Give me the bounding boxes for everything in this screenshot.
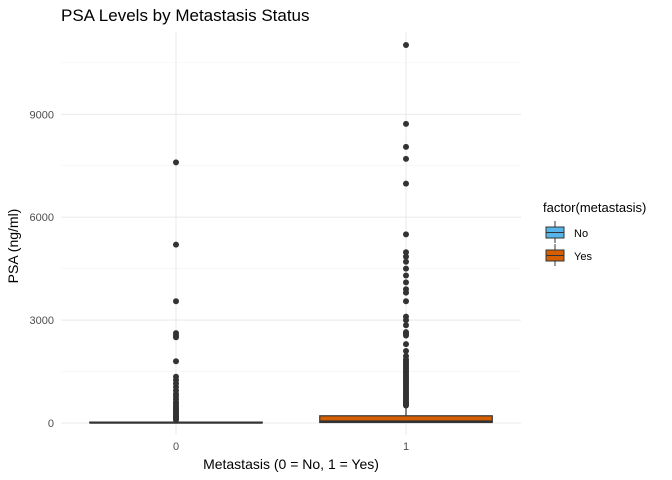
outlier-point [173,358,179,365]
outlier-point [173,416,179,423]
outlier-point [403,180,409,187]
outlier-point [403,298,409,305]
outlier-point [403,272,409,279]
outlier-point [403,253,409,260]
grid [61,32,521,435]
legend-key-yes: Yes [545,244,592,266]
tick-labels: 0 3000 6000 9000 0 1 [30,109,410,453]
outlier-point [403,249,409,256]
outlier-point [173,298,179,305]
legend-label: No [574,228,588,240]
outlier-point [403,155,409,162]
legend-title: factor(metastasis) [543,200,646,215]
legend: factor(metastasis) No Yes [543,200,646,266]
y-tick-label: 6000 [30,212,54,224]
outlier-point [403,322,409,329]
boxplot-yes [319,42,493,424]
y-tick-label: 0 [48,418,54,430]
outlier-point [403,347,409,354]
y-axis-title: PSA (ng/ml) [5,209,21,284]
x-axis-title: Metastasis (0 = No, 1 = Yes) [203,456,379,472]
legend-key-no: No [545,221,588,243]
outlier-point [173,241,179,248]
boxplot-no [89,159,263,424]
outlier-point [173,334,179,341]
outlier-point [403,402,409,409]
outlier-point [403,120,409,127]
outlier-point [403,341,409,348]
outlier-point [403,279,409,286]
chart-title: PSA Levels by Metastasis Status [61,6,310,25]
y-tick-label: 3000 [30,315,54,327]
y-tick-label: 9000 [30,109,54,121]
outlier-point [403,332,409,339]
x-tick-label: 1 [403,441,409,453]
outlier-point [173,159,179,166]
outlier-point [403,258,409,265]
outlier-point [403,231,409,238]
legend-label: Yes [574,251,592,263]
outlier-point [403,289,409,296]
x-tick-label: 0 [173,441,179,453]
boxes [89,42,493,424]
outlier-point [403,143,409,150]
outlier-point [403,317,409,324]
outlier-point [403,42,409,49]
outlier-point [403,265,409,272]
